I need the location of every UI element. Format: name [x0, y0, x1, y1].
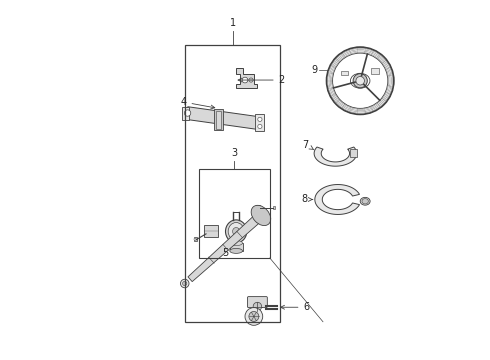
Text: 8: 8	[301, 194, 313, 204]
Bar	[204, 225, 219, 237]
Polygon shape	[315, 185, 360, 215]
Bar	[272, 206, 275, 210]
Circle shape	[245, 307, 263, 325]
Text: 6: 6	[281, 302, 310, 312]
Circle shape	[253, 302, 262, 311]
Circle shape	[183, 282, 187, 285]
Circle shape	[184, 110, 191, 116]
Circle shape	[249, 78, 253, 82]
Ellipse shape	[230, 248, 243, 253]
Ellipse shape	[233, 228, 240, 235]
Bar	[341, 71, 348, 76]
Text: 2: 2	[238, 75, 285, 85]
Bar	[214, 109, 222, 130]
Circle shape	[249, 311, 259, 321]
Bar	[255, 114, 264, 131]
Text: 9: 9	[312, 65, 318, 75]
Bar	[371, 68, 379, 74]
Bar	[230, 243, 243, 251]
Ellipse shape	[251, 205, 270, 226]
Circle shape	[242, 77, 248, 83]
Bar	[199, 169, 270, 258]
Polygon shape	[236, 68, 257, 88]
Text: 3: 3	[231, 148, 238, 158]
Circle shape	[194, 238, 196, 240]
Circle shape	[353, 74, 368, 88]
Polygon shape	[314, 147, 357, 166]
Bar	[194, 238, 197, 241]
Bar	[350, 149, 357, 157]
Text: 7: 7	[302, 140, 314, 150]
Circle shape	[180, 279, 189, 288]
Ellipse shape	[230, 240, 243, 246]
Ellipse shape	[360, 197, 370, 205]
Bar	[256, 205, 260, 210]
Bar	[185, 45, 280, 322]
Circle shape	[356, 77, 365, 85]
Circle shape	[258, 124, 262, 129]
Polygon shape	[186, 107, 258, 129]
Text: 1: 1	[229, 18, 236, 28]
FancyBboxPatch shape	[247, 297, 268, 307]
Text: 5: 5	[222, 248, 229, 258]
Bar	[181, 107, 189, 120]
Bar	[216, 111, 221, 129]
Text: 4: 4	[180, 97, 215, 109]
Ellipse shape	[362, 199, 368, 204]
Polygon shape	[188, 212, 264, 282]
Ellipse shape	[225, 220, 247, 243]
Ellipse shape	[228, 222, 244, 240]
Circle shape	[258, 117, 262, 121]
